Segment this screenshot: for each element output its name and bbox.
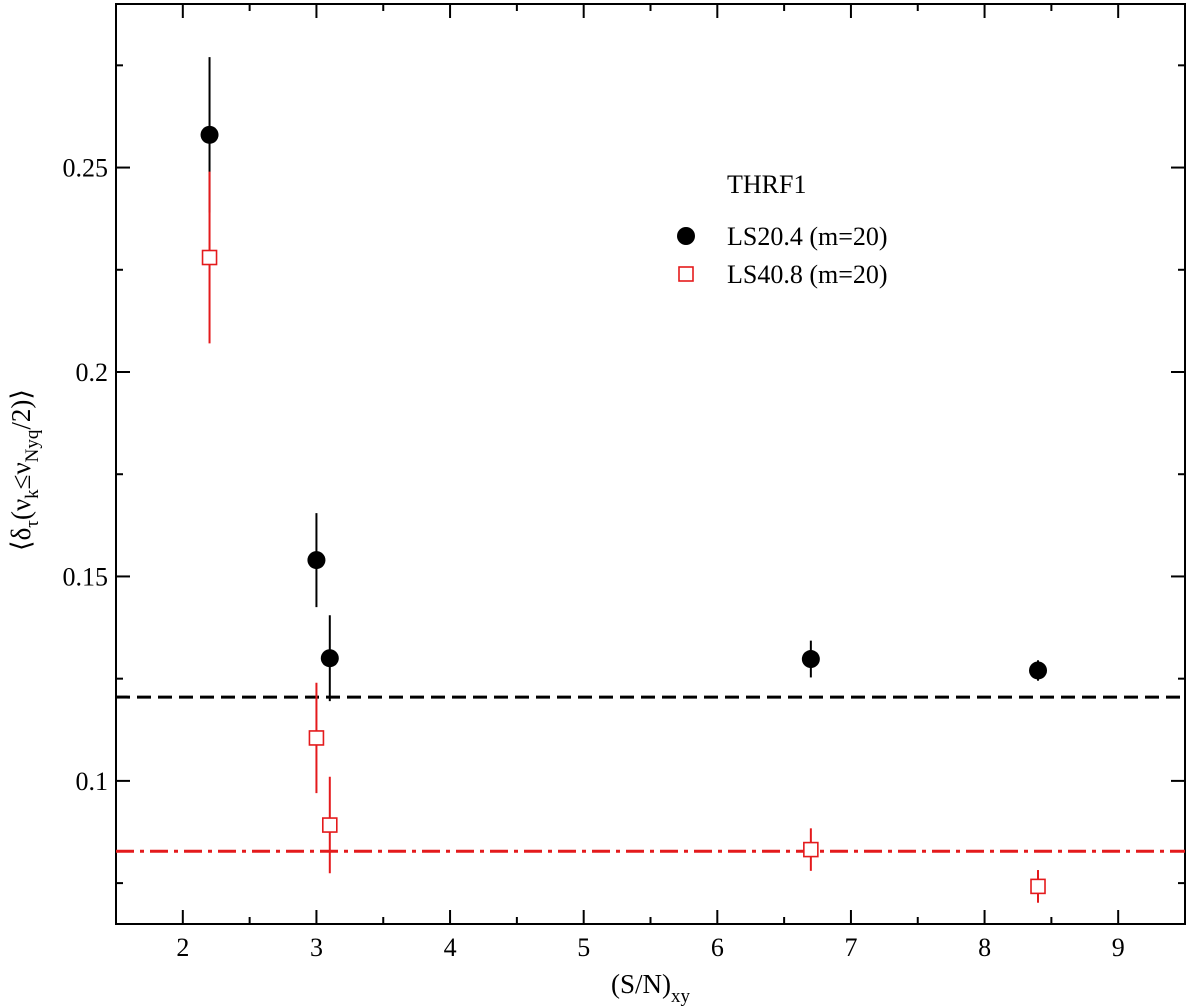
y-tick-label: 0.1: [76, 767, 109, 796]
legend-title: THRF1: [727, 170, 806, 199]
x-tick-label: 2: [176, 933, 189, 962]
data-point: [320, 649, 339, 668]
legend: THRF1 LS20.4 (m=20) LS40.8 (m=20): [677, 170, 888, 289]
data-point: [1030, 878, 1046, 895]
y-tick-label: 0.15: [63, 562, 109, 591]
y-tick-label: 0.2: [76, 358, 109, 387]
plot-frame: [115, 3, 1186, 925]
data-point: [201, 249, 218, 266]
reference-lines: [116, 695, 1185, 853]
data-point: [1029, 661, 1048, 680]
data-point: [308, 730, 325, 746]
legend-marker-ls40: [678, 266, 694, 282]
x-tick-label: 7: [844, 933, 857, 962]
series-ls40: [201, 171, 1046, 903]
legend-label-ls20: LS20.4 (m=20): [727, 222, 888, 251]
x-tick-label: 6: [711, 933, 724, 962]
legend-label-ls40: LS40.8 (m=20): [727, 260, 888, 289]
y-axis-label: ⟨δτ(νk≤νNyq/2)⟩: [6, 389, 43, 551]
data-point: [200, 125, 219, 144]
x-tick-label: 9: [1112, 933, 1125, 962]
x-tick-label: 8: [978, 933, 991, 962]
data-point: [803, 841, 819, 858]
x-tick-label: 3: [310, 933, 323, 962]
y-tick-label: 0.25: [63, 154, 109, 183]
data-point: [307, 551, 326, 570]
axis-ticks: 2 3 4 5 6 7 8 9 0.1 0.15 0.2 0.25: [63, 4, 1186, 962]
x-tick-label: 5: [577, 933, 590, 962]
x-axis-label: (S/N)xy: [611, 969, 691, 1007]
x-tick-label: 4: [444, 933, 457, 962]
x-axis-label-subscript: xy: [671, 986, 691, 1007]
data-point: [801, 650, 820, 669]
data-series: [200, 57, 1048, 903]
data-point: [321, 817, 338, 833]
legend-marker-ls20: [677, 227, 695, 245]
series-ls20: [200, 57, 1048, 702]
